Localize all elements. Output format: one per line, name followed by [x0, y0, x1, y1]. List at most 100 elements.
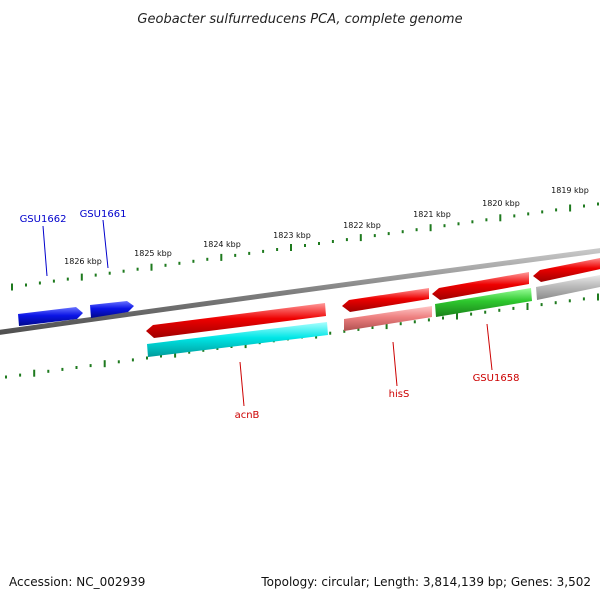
outer-minor-tick — [415, 228, 418, 232]
inner-major-tick — [33, 369, 36, 377]
product-acnb-bar[interactable] — [147, 322, 328, 357]
genome-backbone — [0, 248, 600, 335]
hiss-leader-line — [392, 341, 398, 387]
inner-major-tick — [385, 322, 388, 330]
gene-label-gsu1662: GSU1662 — [20, 214, 67, 225]
outer-minor-tick — [485, 218, 488, 222]
outer-minor-tick — [108, 271, 111, 275]
inner-minor-tick — [188, 350, 191, 354]
outer-minor-tick — [555, 208, 558, 212]
outer-minor-tick — [206, 257, 209, 261]
outer-minor-tick — [192, 259, 195, 263]
inner-minor-tick — [343, 329, 346, 333]
outer-minor-tick — [94, 273, 97, 277]
acnb-leader-line — [239, 361, 245, 407]
kbp-label-1824: 1824 kbp — [203, 240, 241, 249]
outer-major-tick — [11, 283, 13, 291]
outer-minor-tick — [583, 204, 585, 208]
gene-hiss-arrow[interactable] — [342, 288, 429, 312]
outer-minor-tick — [597, 202, 599, 206]
outer-minor-tick — [373, 234, 376, 238]
gene-gsu1658-arrow[interactable] — [432, 272, 529, 300]
inner-minor-tick — [371, 326, 374, 329]
outer-minor-tick — [276, 248, 279, 251]
kbp-label-1826: 1826 kbp — [64, 257, 102, 266]
outer-minor-tick — [52, 279, 55, 283]
kbp-label-1825: 1825 kbp — [134, 249, 172, 258]
outer-minor-tick — [443, 224, 446, 228]
outer-major-tick — [220, 253, 223, 261]
outer-minor-tick — [136, 267, 139, 271]
outer-major-tick — [80, 273, 83, 281]
product-hiss-bar[interactable] — [344, 306, 432, 331]
gene-gsu1661-arrow[interactable] — [90, 301, 134, 318]
gsu1658-leader-line — [486, 323, 493, 371]
inner-major-tick — [597, 293, 599, 301]
inner-minor-tick — [19, 373, 22, 377]
product-gsu1658-bar[interactable] — [435, 288, 532, 317]
outer-minor-tick — [331, 240, 334, 243]
inner-minor-tick — [47, 369, 50, 373]
outer-major-tick — [499, 214, 502, 222]
outer-major-tick — [569, 204, 572, 212]
inner-minor-tick — [498, 308, 501, 312]
inner-minor-tick — [470, 312, 473, 316]
outer-minor-tick — [122, 269, 125, 273]
outer-minor-tick — [387, 232, 390, 236]
inner-minor-tick — [61, 367, 64, 371]
outer-major-tick — [359, 234, 362, 242]
inner-minor-tick — [442, 316, 444, 320]
inner-minor-tick — [131, 358, 134, 362]
kbp-label-1823: 1823 kbp — [273, 231, 311, 240]
inner-minor-tick — [484, 310, 487, 314]
inner-minor-tick — [582, 297, 585, 301]
genome-summary-text: Topology: circular; Length: 3,814,139 bp… — [260, 575, 591, 589]
inner-minor-tick — [202, 348, 205, 352]
outer-major-tick — [290, 244, 292, 251]
gene-gsu1662-arrow[interactable] — [18, 307, 83, 326]
inner-minor-tick — [5, 375, 7, 379]
outer-minor-tick — [541, 210, 544, 214]
gene-label-acnb: acnB — [235, 410, 260, 421]
outer-minor-tick — [248, 251, 251, 255]
inner-major-tick — [526, 303, 529, 310]
inner-minor-tick — [512, 306, 515, 310]
inner-minor-tick — [568, 299, 571, 303]
outer-minor-tick — [527, 212, 530, 216]
gene-label-gsu1661: GSU1661 — [80, 209, 127, 220]
gsu1662-leader-line — [42, 225, 48, 277]
outer-major-tick — [429, 224, 432, 232]
inner-minor-tick — [117, 360, 120, 364]
outer-minor-tick — [66, 277, 69, 281]
outer-minor-tick — [513, 214, 516, 218]
inner-major-tick — [103, 360, 106, 368]
outer-minor-tick — [25, 283, 27, 287]
gene-label-hiss: hisS — [389, 389, 410, 400]
inner-minor-tick — [399, 322, 402, 326]
inner-minor-tick — [329, 331, 332, 335]
inner-minor-tick — [427, 318, 430, 322]
kbp-label-1822: 1822 kbp — [343, 221, 381, 230]
outer-minor-tick — [234, 253, 237, 257]
gene-acnb-arrow[interactable] — [146, 303, 326, 338]
outer-minor-tick — [304, 244, 306, 247]
product-next-grey-bar[interactable] — [536, 274, 600, 300]
inner-minor-tick — [89, 364, 92, 368]
gsu1661-leader-line — [102, 219, 109, 269]
kbp-label-1821: 1821 kbp — [413, 210, 451, 219]
kbp-label-1820: 1820 kbp — [482, 199, 520, 208]
outer-minor-tick — [401, 230, 404, 234]
outer-minor-tick — [457, 222, 460, 226]
outer-minor-tick — [178, 261, 181, 265]
inner-minor-tick — [146, 356, 148, 360]
gene-label-gsu1658: GSU1658 — [473, 373, 520, 384]
outer-minor-tick — [471, 220, 474, 224]
map-title: Geobacter sulfurreducens PCA, complete g… — [137, 12, 462, 27]
outer-tick-track — [11, 202, 599, 291]
gene-next-red-arrow[interactable] — [533, 257, 600, 282]
outer-minor-tick — [345, 238, 348, 242]
inner-major-tick — [456, 312, 458, 320]
outer-minor-tick — [318, 242, 320, 245]
outer-minor-tick — [38, 281, 41, 285]
